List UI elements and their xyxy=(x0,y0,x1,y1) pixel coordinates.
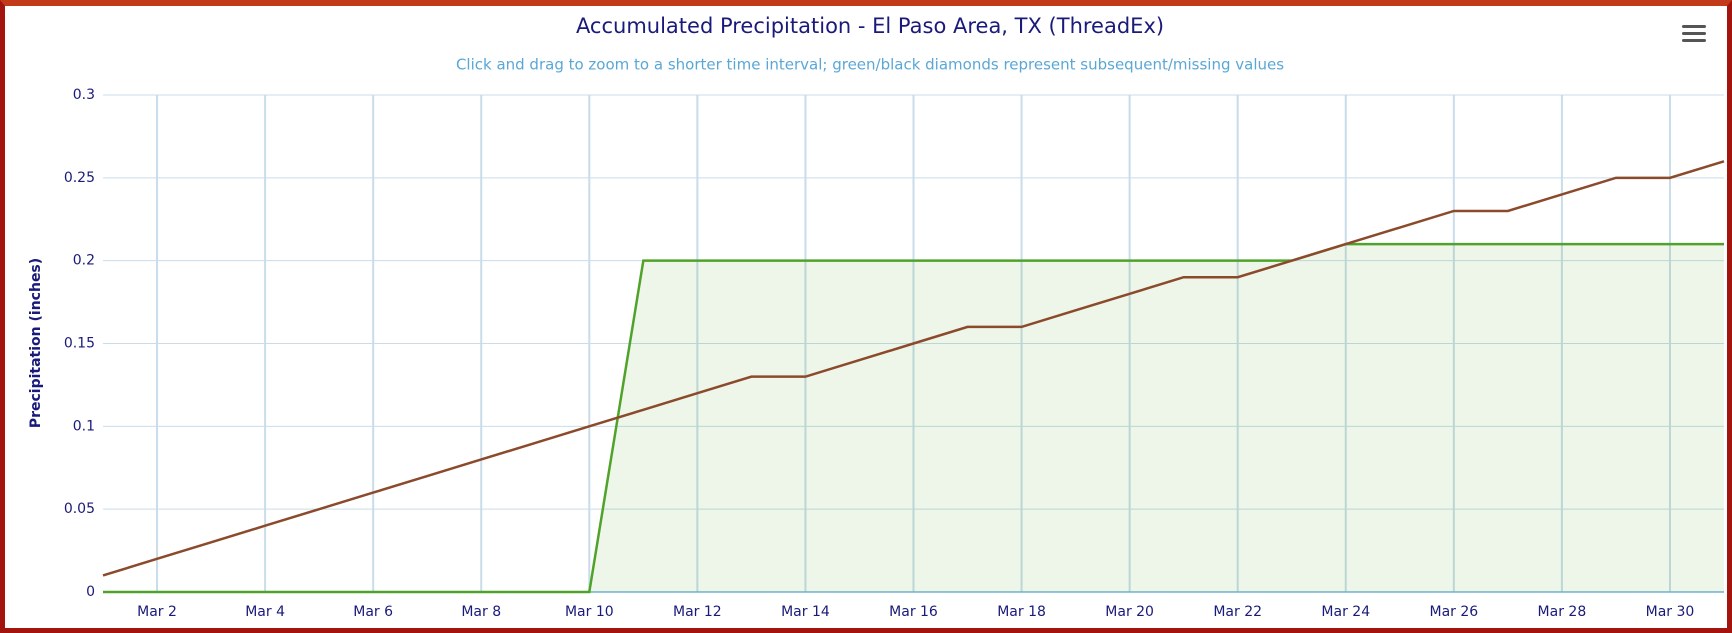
x-tick-label: Mar 26 xyxy=(1429,604,1478,620)
y-axis-label: Precipitation (inches) xyxy=(28,258,44,428)
x-tick-label: Mar 2 xyxy=(137,604,177,620)
y-tick-label: 0.3 xyxy=(73,87,95,103)
x-tick-label: Mar 14 xyxy=(781,604,830,620)
x-tick-label: Mar 8 xyxy=(461,604,501,620)
y-tick-label: 0.15 xyxy=(64,336,95,352)
y-tick-label: 0 xyxy=(86,584,95,600)
y-tick-label: 0.25 xyxy=(64,170,95,186)
chart-title: Accumulated Precipitation - El Paso Area… xyxy=(576,14,1164,38)
y-tick-label: 0.2 xyxy=(73,253,95,269)
x-tick-label: Mar 16 xyxy=(889,604,938,620)
menu-bar[interactable] xyxy=(1682,39,1706,42)
x-tick-label: Mar 24 xyxy=(1321,604,1370,620)
x-tick-label: Mar 12 xyxy=(673,604,722,620)
y-tick-label: 0.05 xyxy=(64,501,95,517)
x-tick-label: Mar 20 xyxy=(1105,604,1154,620)
y-tick-label: 0.1 xyxy=(73,418,95,434)
x-tick-label: Mar 18 xyxy=(997,604,1046,620)
menu-icon[interactable] xyxy=(1682,25,1706,42)
x-tick-label: Mar 10 xyxy=(565,604,614,620)
x-tick-label: Mar 22 xyxy=(1213,604,1262,620)
menu-bar[interactable] xyxy=(1682,25,1706,28)
x-tick-label: Mar 4 xyxy=(245,604,285,620)
chart-subtitle: Click and drag to zoom to a shorter time… xyxy=(456,56,1284,74)
menu-bar[interactable] xyxy=(1682,32,1706,35)
line xyxy=(103,242,1724,594)
x-tick-label: Mar 28 xyxy=(1538,604,1587,620)
x-tick-label: Mar 30 xyxy=(1646,604,1695,620)
x-tick-label: Mar 6 xyxy=(353,604,393,620)
area xyxy=(103,244,1724,592)
line xyxy=(102,160,1725,577)
